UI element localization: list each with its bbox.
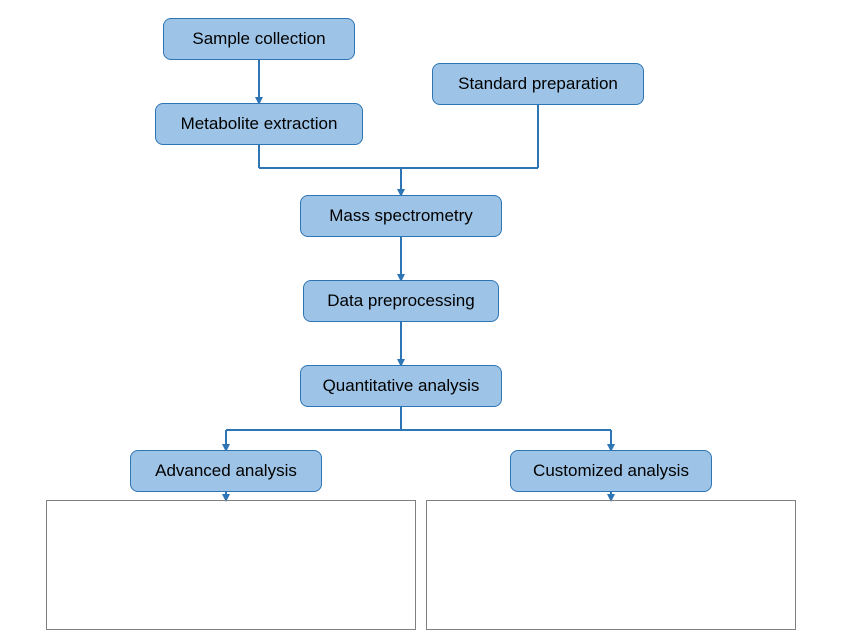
node-label: Metabolite extraction [181,114,338,134]
node-advanced-analysis: Advanced analysis [130,450,322,492]
container-right [426,500,796,630]
node-mass-spectrometry: Mass spectrometry [300,195,502,237]
node-label: Quantitative analysis [323,376,480,396]
node-label: Sample collection [192,29,325,49]
node-customized-analysis: Customized analysis [510,450,712,492]
container-left [46,500,416,630]
node-label: Customized analysis [533,461,689,481]
node-metabolite-extraction: Metabolite extraction [155,103,363,145]
node-label: Mass spectrometry [329,206,473,226]
node-data-preprocessing: Data preprocessing [303,280,499,322]
flowchart-canvas: Sample collection Standard preparation M… [0,0,847,637]
node-quantitative-analysis: Quantitative analysis [300,365,502,407]
node-label: Standard preparation [458,74,618,94]
node-standard-preparation: Standard preparation [432,63,644,105]
node-label: Data preprocessing [327,291,474,311]
node-sample-collection: Sample collection [163,18,355,60]
node-label: Advanced analysis [155,461,297,481]
